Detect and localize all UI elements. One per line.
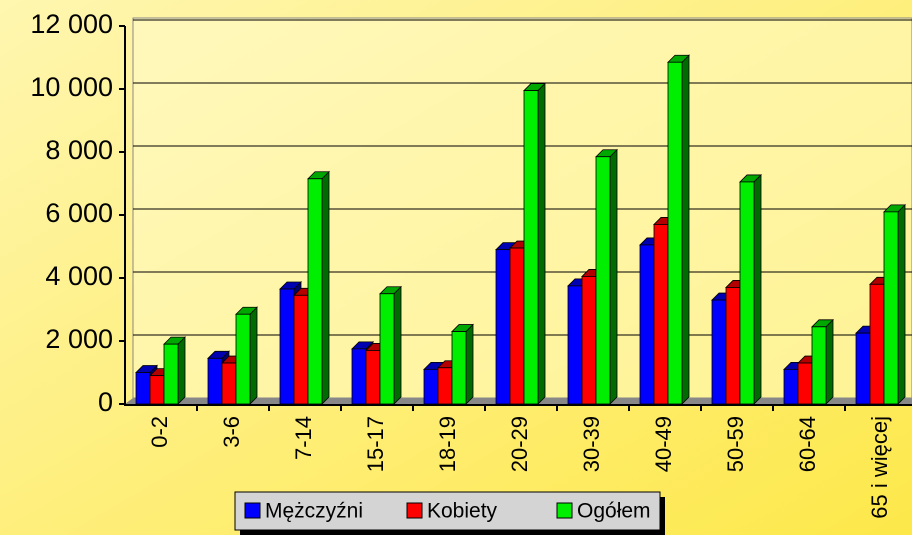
y-tick-label: 10 000 <box>30 72 113 102</box>
bar <box>451 331 467 405</box>
x-tick-label: 0-2 <box>147 416 172 448</box>
bar <box>811 326 827 405</box>
y-tick-label: 12 000 <box>30 9 113 39</box>
legend-swatch <box>406 502 423 519</box>
bar-side <box>321 170 330 405</box>
bar <box>509 247 525 405</box>
bar <box>783 368 799 405</box>
bar <box>855 332 871 405</box>
bar <box>495 249 511 405</box>
x-tick-label: 65 i więcej <box>867 416 892 519</box>
bar <box>235 313 251 405</box>
bar <box>797 362 813 405</box>
y-tick-label: 6 000 <box>45 198 113 228</box>
x-tick-label: 50-59 <box>723 416 748 472</box>
bar-side <box>897 203 906 405</box>
x-tick-label: 7-14 <box>291 416 316 460</box>
y-tick-label: 4 000 <box>45 261 113 291</box>
bar <box>365 350 381 405</box>
bar <box>639 244 655 405</box>
bar <box>279 288 295 405</box>
legend-swatch <box>244 502 261 519</box>
bar-side <box>537 82 546 405</box>
bar <box>523 90 539 405</box>
bar <box>307 178 323 405</box>
bar <box>437 367 453 405</box>
x-tick-label: 40-49 <box>651 416 676 472</box>
bar <box>149 375 165 405</box>
bar <box>653 224 669 405</box>
y-tick-label: 8 000 <box>45 135 113 165</box>
bar <box>135 372 151 405</box>
x-tick-label: 20-29 <box>507 416 532 472</box>
bar-side <box>825 318 834 405</box>
bar <box>293 294 309 405</box>
bar-side <box>681 54 690 405</box>
legend-label: Ogółem <box>577 500 651 523</box>
bar-side <box>393 285 402 405</box>
bar <box>883 211 899 405</box>
bar-side <box>249 306 258 405</box>
bar-side <box>609 148 618 405</box>
x-tick-label: 15-17 <box>363 416 388 472</box>
legend-swatch <box>556 502 573 519</box>
bar <box>869 283 885 405</box>
bar <box>725 287 741 405</box>
bar <box>739 181 755 405</box>
x-tick-label: 60-64 <box>795 416 820 472</box>
x-tick-label: 18-19 <box>435 416 460 472</box>
bar <box>221 362 237 405</box>
x-tick-label: 3-6 <box>219 416 244 448</box>
bar <box>581 276 597 405</box>
bar <box>351 348 367 405</box>
y-tick-label: 2 000 <box>45 324 113 354</box>
legend-label: Mężczyźni <box>265 500 363 523</box>
bar-side <box>177 336 186 405</box>
bar <box>207 357 223 405</box>
bar <box>595 156 611 405</box>
x-tick-label: 30-39 <box>579 416 604 472</box>
legend: Mężczyźni Kobiety Ogółem <box>234 491 661 531</box>
bar <box>379 293 395 405</box>
bar-side <box>753 173 762 405</box>
bar <box>711 299 727 405</box>
bar <box>163 343 179 405</box>
bar <box>667 61 683 405</box>
bar <box>423 368 439 405</box>
y-tick-label: 0 <box>98 387 113 417</box>
legend-label: Kobiety <box>427 500 498 523</box>
bar <box>567 285 583 405</box>
bar-side <box>465 323 474 405</box>
legend-box <box>234 491 661 531</box>
